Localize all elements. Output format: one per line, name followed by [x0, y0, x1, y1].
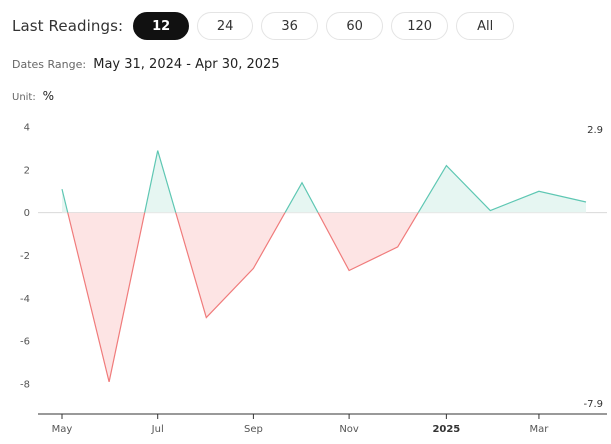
unit-info: Unit: % [12, 89, 54, 103]
x-tick-label: Sep [244, 424, 263, 435]
dates-range-value: May 31, 2024 - Apr 30, 2025 [93, 57, 280, 72]
period-button-60[interactable]: 60 [326, 12, 384, 40]
period-button-120[interactable]: 120 [391, 12, 449, 40]
period-button-36[interactable]: 36 [261, 12, 319, 40]
y-tick-label: 2 [24, 165, 30, 176]
y-tick-label: -8 [20, 380, 30, 391]
min-value-label: -7.9 [583, 399, 603, 410]
x-tick-label: 2025 [432, 424, 460, 435]
unit-value: % [42, 89, 54, 103]
series-line-negative [67, 212, 419, 383]
y-tick-label: -2 [20, 251, 30, 262]
y-tick-label: -4 [20, 294, 30, 305]
last-readings-label: Last Readings: [12, 17, 124, 35]
dates-range-label: Dates Range: [12, 58, 87, 71]
max-value-label: 2.9 [587, 125, 603, 136]
period-button-all[interactable]: All [456, 12, 515, 40]
y-tick-label: 0 [24, 208, 30, 219]
x-tick-label: Jul [151, 424, 164, 435]
dates-range: Dates Range: May 31, 2024 - Apr 30, 2025 [12, 57, 280, 72]
positive-area [62, 150, 586, 213]
series-line-positive [61, 150, 587, 213]
x-tick-label: May [52, 424, 73, 435]
period-button-12[interactable]: 12 [133, 12, 190, 40]
unit-label: Unit: [12, 92, 36, 103]
y-tick-label: 4 [24, 123, 30, 134]
negative-area [62, 212, 586, 382]
y-tick-label: -6 [20, 337, 30, 348]
x-tick-label: Mar [529, 424, 549, 435]
period-button-24[interactable]: 24 [197, 12, 254, 40]
last-readings-bar: Last Readings: 12 24 36 60 120 All [12, 11, 522, 41]
x-tick-label: Nov [339, 424, 359, 435]
